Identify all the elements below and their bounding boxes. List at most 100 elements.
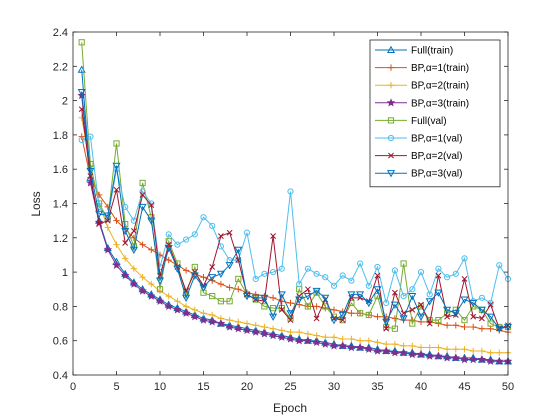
legend-label: BP,α=1(val): [411, 134, 462, 145]
data-point: [199, 284, 208, 292]
data-point: [452, 322, 459, 329]
data-point: [243, 229, 251, 236]
data-point: [365, 337, 372, 344]
x-tick-label: 5: [113, 381, 119, 393]
data-point: [103, 245, 113, 254]
data-point: [251, 294, 260, 303]
data-point: [460, 355, 469, 364]
data-point: [416, 313, 426, 321]
data-point: [77, 88, 86, 97]
data-point: [138, 203, 147, 212]
data-point: [374, 313, 381, 320]
data-point: [130, 228, 137, 234]
data-point: [287, 328, 294, 336]
data-point: [348, 335, 355, 343]
data-point: [461, 276, 468, 282]
data-point: [147, 291, 156, 300]
data-point: [139, 188, 146, 195]
data-point: [347, 291, 356, 299]
data-point: [122, 203, 129, 211]
data-point: [270, 305, 277, 312]
data-point: [461, 317, 468, 324]
y-tick-label: 2.4: [53, 27, 68, 39]
data-point: [278, 306, 285, 313]
y-tick-label: 1.6: [53, 164, 68, 176]
data-point: [121, 227, 130, 236]
data-point: [226, 229, 233, 236]
data-point: [270, 233, 277, 239]
data-point: [347, 343, 356, 352]
data-point: [373, 346, 382, 355]
data-point: [139, 192, 146, 198]
data-point: [103, 212, 112, 220]
data-point: [321, 294, 330, 303]
data-point: [294, 336, 304, 345]
data-point: [304, 303, 311, 310]
data-point: [356, 291, 365, 299]
data-point: [313, 332, 320, 339]
data-point: [426, 344, 433, 351]
data-point: [330, 334, 338, 341]
data-point: [165, 231, 172, 238]
data-point: [225, 322, 234, 331]
data-point: [435, 272, 442, 279]
data-point: [112, 260, 121, 269]
data-point: [234, 246, 243, 255]
data-point: [190, 272, 199, 280]
data-point: [199, 315, 208, 324]
data-point: [182, 294, 191, 303]
data-point: [390, 348, 400, 357]
data-point: [348, 299, 355, 307]
data-point: [147, 217, 156, 225]
data-point: [339, 335, 346, 343]
data-point: [235, 318, 242, 326]
data-point: [357, 260, 364, 267]
legend-label: BP,α=1(train): [411, 63, 469, 74]
data-point: [286, 334, 295, 343]
data-point: [444, 313, 451, 320]
data-point: [191, 306, 198, 314]
data-point: [409, 320, 416, 327]
data-point: [139, 179, 146, 187]
data-point: [443, 346, 451, 353]
x-tick-label: 40: [415, 381, 427, 393]
data-point: [417, 269, 425, 276]
data-point: [130, 265, 138, 272]
data-point: [452, 270, 459, 277]
data-point: [330, 306, 338, 314]
data-point: [252, 322, 259, 329]
data-point: [138, 286, 147, 295]
data-point: [165, 256, 172, 264]
data-point: [104, 215, 111, 223]
data-point: [426, 291, 433, 298]
data-point: [112, 162, 121, 170]
series-7: [77, 88, 513, 333]
data-point: [478, 347, 486, 355]
data-point: [181, 308, 191, 317]
data-point: [164, 245, 173, 253]
data-point: [391, 325, 398, 332]
data-point: [495, 325, 504, 333]
data-point: [426, 320, 433, 327]
data-point: [322, 303, 329, 310]
data-point: [78, 39, 85, 46]
data-point: [348, 277, 355, 284]
data-point: [434, 351, 443, 360]
data-point: [261, 323, 268, 331]
legend-item-3: BP,α=3(train): [375, 98, 469, 109]
data-point: [190, 312, 200, 321]
data-point: [409, 306, 416, 313]
data-point: [487, 320, 494, 327]
data-point: [113, 186, 120, 193]
data-point: [391, 289, 398, 296]
data-point: [104, 224, 111, 231]
data-point: [278, 298, 285, 305]
data-point: [399, 315, 408, 323]
data-point: [487, 349, 494, 356]
data-point: [261, 303, 268, 310]
data-point: [461, 323, 468, 331]
data-point: [322, 274, 329, 281]
data-point: [468, 355, 478, 364]
data-point: [409, 286, 416, 293]
